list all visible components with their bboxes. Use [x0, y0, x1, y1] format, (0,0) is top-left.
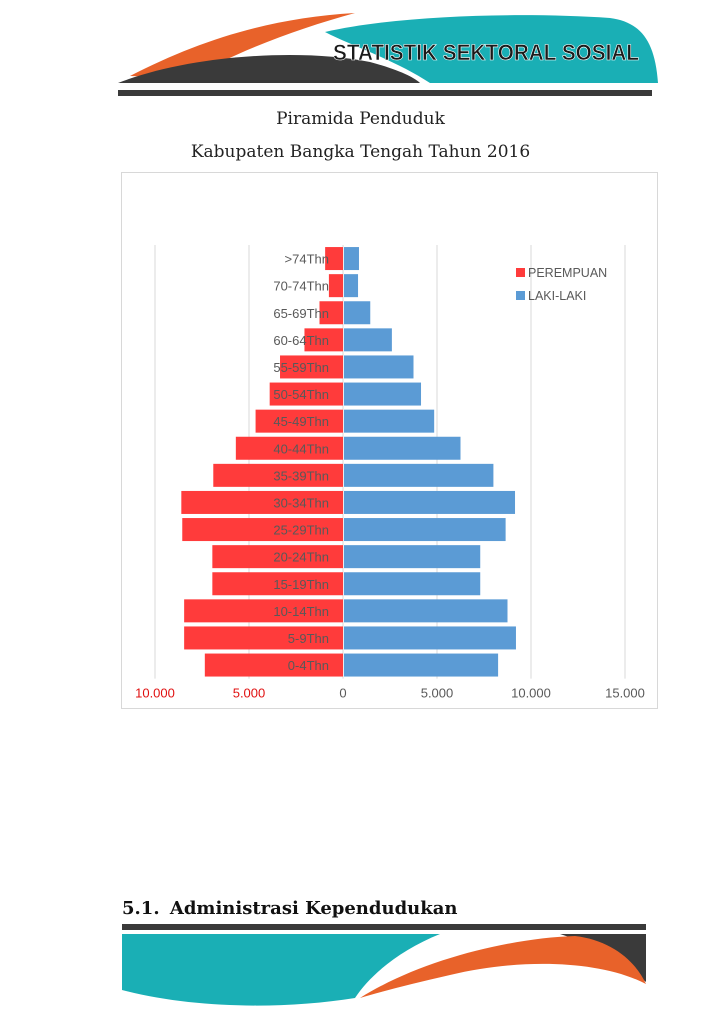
- category-label: 35-39Thn: [273, 468, 329, 483]
- x-tick-label: 0: [339, 686, 346, 701]
- bar-perempuan: [184, 626, 343, 650]
- bar-laki-laki: [344, 463, 494, 487]
- footer-dark-shape: [560, 934, 646, 982]
- x-tick-labels: 10.000 5.000 0 5.000 10.000 15.000: [135, 686, 645, 701]
- category-label: 15-19Thn: [273, 577, 329, 592]
- category-label: 55-59Thn: [273, 360, 329, 375]
- category-label: 10-14Thn: [273, 604, 329, 619]
- bar-laki-laki: [344, 626, 516, 650]
- bar-perempuan: [304, 328, 343, 352]
- bar-laki-laki: [344, 409, 435, 433]
- population-pyramid-chart: >74Thn 70-74Thn 65-69Thn 60-64Thn 55-59Thn 50…: [121, 172, 658, 709]
- section-title: Administrasi Kependudukan: [169, 898, 458, 919]
- footer-rule: [122, 924, 646, 930]
- x-tick-label: 15.000: [605, 686, 645, 701]
- bar-laki-laki: [344, 328, 392, 352]
- category-labels: >74Thn 70-74Thn 65-69Thn 60-64Thn 55-59Thn 50…: [273, 252, 329, 673]
- banner-dark-swoosh: [118, 55, 420, 83]
- bar-laki-laki: [344, 274, 359, 298]
- chart-svg: >74Thn 70-74Thn 65-69Thn 60-64Thn 55-59Thn 50…: [135, 245, 645, 701]
- category-label: 25-29Thn: [273, 523, 329, 538]
- bar-perempuan: [213, 463, 343, 487]
- bar-laki-laki: [344, 572, 481, 596]
- category-label: 70-74Thn: [273, 279, 329, 294]
- bar-perempuan: [212, 572, 343, 596]
- bar-perempuan: [255, 409, 343, 433]
- bar-laki-laki: [344, 518, 506, 542]
- bar-perempuan: [269, 382, 343, 406]
- category-label: 0-4Thn: [288, 658, 329, 673]
- legend: PEREMPUAN LAKI-LAKI: [516, 266, 607, 303]
- x-tick-label: 10.000: [135, 686, 175, 701]
- category-label: 20-24Thn: [273, 550, 329, 565]
- chart-caption-line2: Kabupaten Bangka Tengah Tahun 2016: [190, 142, 531, 162]
- bar-laki-laki: [344, 436, 461, 460]
- bar-laki-laki: [344, 490, 516, 514]
- x-tick-label: 10.000: [511, 686, 551, 701]
- bar-laki-laki: [344, 355, 414, 379]
- bar-laki-laki: [344, 599, 508, 623]
- legend-label: PEREMPUAN: [528, 266, 607, 280]
- bar-laki-laki: [344, 653, 499, 677]
- category-label: 60-64Thn: [273, 333, 329, 348]
- bar-perempuan: [319, 301, 343, 325]
- category-label: 45-49Thn: [273, 414, 329, 429]
- bar-laki-laki: [344, 301, 371, 325]
- bar-perempuan: [204, 653, 343, 677]
- header-banner: STATISTIK SEKTORAL SOSIAL: [118, 13, 658, 96]
- x-tick-label: 5.000: [233, 686, 266, 701]
- legend-swatch: [516, 291, 525, 300]
- bar-perempuan: [181, 490, 343, 514]
- bar-perempuan: [280, 355, 343, 379]
- footer-banner: [122, 924, 646, 1006]
- category-label: 40-44Thn: [273, 441, 329, 456]
- footer-teal-shape: [122, 934, 440, 1006]
- bars: [181, 247, 516, 677]
- bar-perempuan: [328, 274, 343, 298]
- bar-perempuan: [184, 599, 343, 623]
- bar-laki-laki: [344, 247, 359, 271]
- banner-title: STATISTIK SEKTORAL SOSIAL: [333, 40, 639, 65]
- chart-caption-line1: Piramida Penduduk: [276, 109, 445, 129]
- category-label: 50-54Thn: [273, 387, 329, 402]
- footer-orange-swoosh: [360, 936, 646, 998]
- category-label: 65-69Thn: [273, 306, 329, 321]
- x-tick-label: 5.000: [421, 686, 454, 701]
- bar-perempuan: [235, 436, 343, 460]
- banner-teal-shape: [325, 15, 658, 84]
- legend-label: LAKI-LAKI: [528, 289, 586, 303]
- bar-perempuan: [212, 545, 343, 569]
- section-number: 5.1.: [122, 898, 160, 919]
- bar-perempuan: [325, 247, 343, 271]
- category-label: >74Thn: [285, 252, 329, 267]
- category-label: 30-34Thn: [273, 495, 329, 510]
- banner-orange-swoosh: [130, 13, 355, 78]
- section-heading: 5.1. Administrasi Kependudukan: [122, 898, 457, 919]
- bar-laki-laki: [344, 545, 481, 569]
- category-label: 5-9Thn: [288, 631, 329, 646]
- bar-laki-laki: [344, 382, 422, 406]
- bar-perempuan: [182, 518, 343, 542]
- header-rule: [118, 90, 652, 96]
- legend-swatch: [516, 268, 525, 277]
